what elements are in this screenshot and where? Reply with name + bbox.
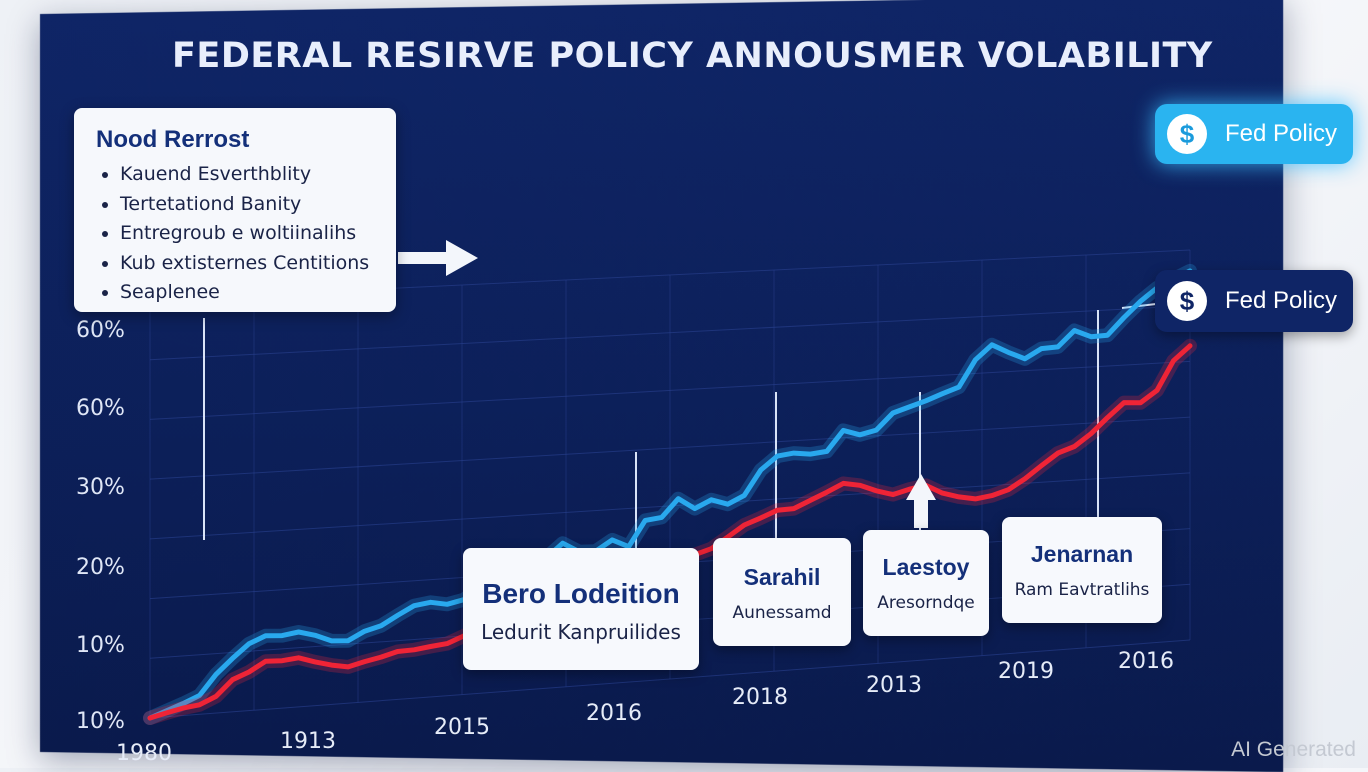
annotation-title: Jenarnan [1030,541,1134,567]
badge-label: Fed Policy [1225,287,1338,314]
y-tick-label: 10% [76,633,125,658]
grid-line [149,639,1191,719]
fed-policy-badge: $ Fed Policy [1155,270,1353,332]
grid-line [149,305,1191,361]
annotation-subtitle: Ram Eavtratlihs [1014,580,1150,600]
dollar-icon: $ [1167,114,1207,154]
y-tick-label: 60% [76,318,125,343]
chart-title: FEDERAL RESIRVE POLICY ANNOUSMER VOLABIL… [172,36,1213,76]
up-arrow-icon [906,474,936,528]
notes-heading: Nood Rerrost [96,126,250,153]
x-tick-label: 1980 [116,741,172,766]
grid-line [149,416,1191,480]
annotation-card: Sarahil Aunessamd [713,538,851,646]
notes-item: Kauend Esverthblity [120,160,378,190]
annotation-card: Bero Lodeition Ledurit Kanpruilides [463,548,699,670]
notes-box: Nood Rerrost Kauend Esverthblity Terteta… [74,108,396,312]
notes-list: Kauend Esverthblity Tertetationd Banity … [96,160,378,308]
annotation-subtitle: Aresorndqe [877,593,975,613]
notes-item: Kub extisternes Centitions [120,249,378,279]
grid-line [149,360,1191,420]
annotation-title: Bero Lodeition [482,578,680,609]
axis-ticks: 10% 10% 20% 30% 60% 60% 1980 1913 2015 2016 2018 20… [76,318,1174,766]
x-tick-label: 2015 [434,715,490,740]
badge-label: Fed Policy [1225,120,1338,147]
annotation-subtitle: Ledurit Kanpruilides [481,620,681,644]
right-arrow-icon [398,240,478,276]
annotation-card: Laestoy Aresorndqe [863,530,989,636]
x-tick-label: 2013 [866,673,922,698]
y-tick-label: 20% [76,555,125,580]
x-tick-label: 2018 [732,685,788,710]
blue-series-line [147,268,1193,721]
x-tick-label: 2019 [998,659,1054,684]
annotation-subtitle: Aunessamd [732,603,832,623]
x-tick-label: 2016 [1118,649,1174,674]
annotation-title: Laestoy [882,554,970,580]
x-tick-label: 2016 [586,701,642,726]
notes-item: Seaplenee [120,278,378,308]
y-tick-label: 10% [76,709,125,734]
annotation-connectors [203,303,1157,548]
y-tick-label: 30% [76,475,125,500]
dollar-icon: $ [1167,281,1207,321]
annotation-title: Sarahil [743,564,821,590]
notes-item: Entregroub e woltiinalihs [120,219,378,249]
y-tick-label: 60% [76,396,125,421]
notes-item: Tertetationd Banity [120,190,378,220]
annotation-card: Jenarnan Ram Eavtratlihs [1002,517,1162,623]
fed-policy-badge: $ Fed Policy [1155,104,1353,164]
x-tick-label: 1913 [280,729,336,754]
arrows [398,240,936,528]
watermark: AI Generated [1231,738,1356,761]
